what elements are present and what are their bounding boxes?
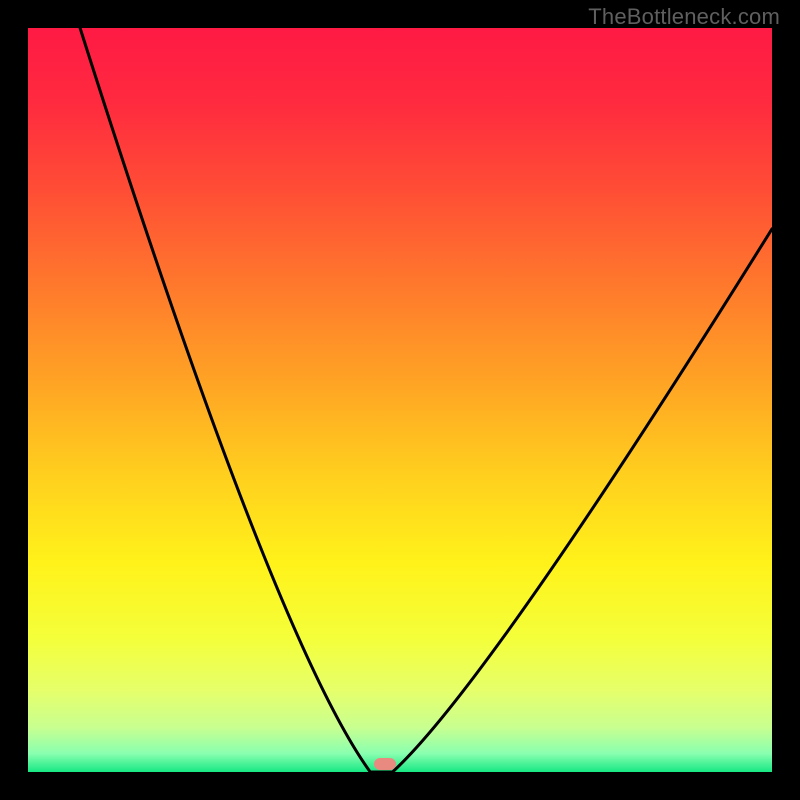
watermark-label: TheBottleneck.com <box>588 4 780 30</box>
chart-stage: TheBottleneck.com <box>0 0 800 800</box>
plot-frame <box>28 28 772 772</box>
optimum-marker <box>374 758 396 770</box>
heat-gradient-background <box>28 28 772 772</box>
